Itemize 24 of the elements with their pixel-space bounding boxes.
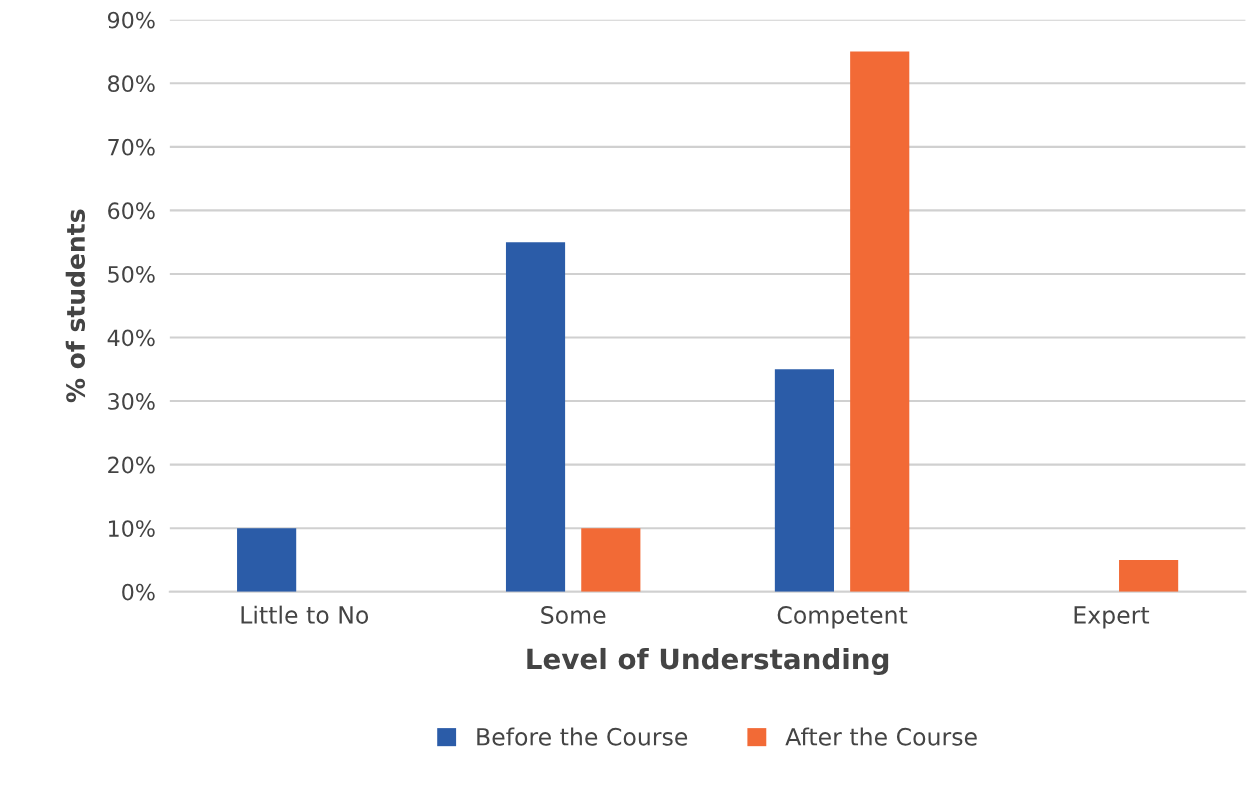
bar (1119, 559, 1179, 592)
bar (774, 369, 835, 592)
x-tick-label: Expert (1074, 606, 1150, 629)
legend-label: Before the Course (477, 727, 688, 746)
y-tick-label: 60% (108, 202, 155, 220)
y-tick-label: 50% (108, 265, 155, 283)
y-tick-label: 90% (107, 11, 155, 29)
x-tick-label: Competent (777, 606, 908, 629)
y-axis-title: % of students (65, 209, 86, 403)
y-tick-label: 20% (108, 456, 155, 474)
bar (237, 528, 297, 592)
bar (505, 242, 566, 592)
x-tick-label: Little to No (241, 605, 369, 624)
x-axis-title: Level of Understanding (527, 647, 889, 676)
x-tick-label: Some (541, 606, 606, 624)
y-tick-label: 30% (108, 393, 155, 410)
y-tick-label: 80% (108, 75, 155, 93)
y-tick-label: 70% (108, 138, 155, 156)
bar (850, 51, 910, 592)
y-tick-label: 0% (122, 583, 155, 601)
legend-label: After the Course (785, 727, 977, 746)
y-tick-label: 40% (107, 329, 155, 347)
y-tick-label: 10% (108, 520, 155, 537)
bar (581, 528, 641, 592)
